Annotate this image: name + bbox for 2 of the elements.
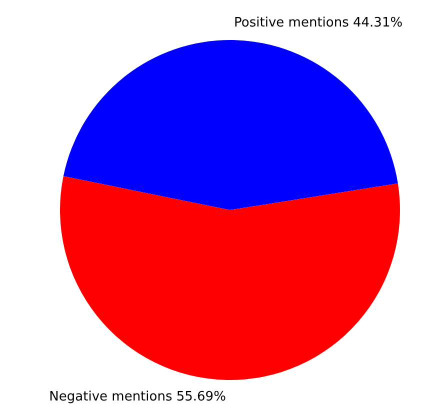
slice-label: Negative mentions 55.69%	[49, 389, 226, 404]
slice-label: Positive mentions 44.31%	[234, 16, 403, 31]
